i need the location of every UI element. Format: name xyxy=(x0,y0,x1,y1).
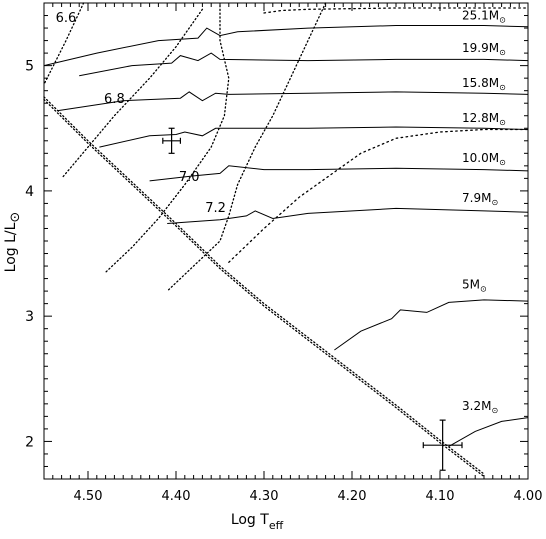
mass-track xyxy=(334,299,529,351)
isochrone-line xyxy=(104,4,230,273)
x-tick-label: 4.00 xyxy=(514,489,543,504)
mass-track xyxy=(43,25,529,67)
track-label: 5M⊙ xyxy=(462,278,487,294)
y-tick-label: 5 xyxy=(25,59,34,75)
x-tick-label: 4.40 xyxy=(162,489,191,504)
tick-labels: 4.50 4.40 4.30 4.20 4.10 4.00 2 3 4 5 xyxy=(25,59,542,504)
envelope-line xyxy=(263,7,529,14)
data-points xyxy=(162,127,463,471)
track-label: 25.1M⊙ xyxy=(462,8,506,24)
mass-track xyxy=(149,165,529,182)
x-axis-label: Log Teff xyxy=(231,512,284,532)
track-label: 7.9M⊙ xyxy=(462,191,498,207)
y-tick-label: 2 xyxy=(25,434,34,450)
x-tick-label: 4.30 xyxy=(250,489,279,504)
track-label: 15.8M⊙ xyxy=(462,76,506,92)
x-tick-label: 4.20 xyxy=(338,489,367,504)
y-tick-label: 3 xyxy=(25,309,34,325)
mass-track xyxy=(448,417,529,447)
mass-track xyxy=(99,126,529,148)
isochrone-label: 6.6 xyxy=(56,11,77,26)
mass-track xyxy=(79,52,529,77)
evolutionary-tracks: 25.1M⊙ 19.9M⊙ 15.8M⊙ 12.8M⊙ 10.0M⊙ 7.9M⊙ 5M⊙ 3.… xyxy=(43,8,529,447)
isochrone-label: 6.8 xyxy=(104,92,125,107)
isochrone-line xyxy=(60,8,204,180)
zams-line xyxy=(43,96,485,475)
mass-track xyxy=(57,91,529,112)
x-tick-label: 4.10 xyxy=(426,489,455,504)
track-label: 19.9M⊙ xyxy=(462,41,506,57)
zams-line xyxy=(43,98,485,478)
isochrone-line xyxy=(166,2,327,292)
track-label: 10.0M⊙ xyxy=(462,151,506,167)
main-sequence xyxy=(43,96,485,478)
y-tick-label: 4 xyxy=(25,184,34,200)
x-tick-label: 4.50 xyxy=(74,489,103,504)
error-bar-point xyxy=(422,419,463,471)
isochrone-label: 7.2 xyxy=(205,201,226,216)
plot-frame xyxy=(43,2,529,480)
isochrone-line xyxy=(43,2,85,86)
isochrone-label: 7.0 xyxy=(179,170,200,185)
track-label: 12.8M⊙ xyxy=(462,111,506,127)
mass-track xyxy=(167,207,529,224)
isochrones: 6.6 6.8 7.0 7.2 xyxy=(43,2,327,292)
y-axis-label: Log L/L⊙ xyxy=(3,212,23,273)
axis-ticks xyxy=(43,2,529,480)
error-bar-point xyxy=(162,127,181,154)
track-label: 3.2M⊙ xyxy=(462,399,498,415)
